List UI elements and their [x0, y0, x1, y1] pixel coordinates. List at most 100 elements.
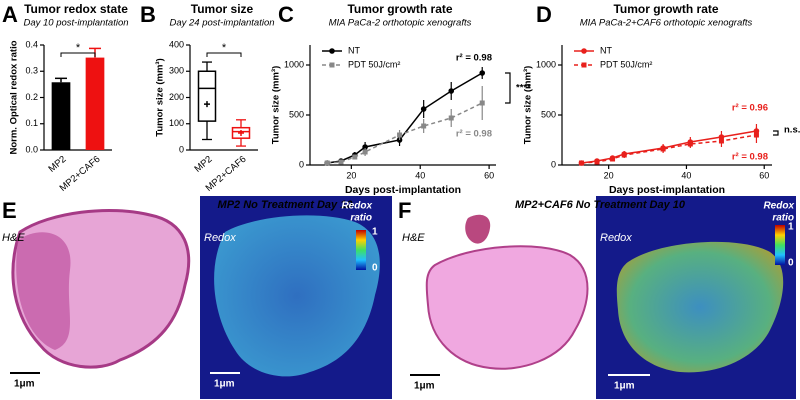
point [338, 159, 344, 165]
series-line [581, 134, 757, 164]
y-tick-label: 0.1 [25, 118, 38, 128]
point [687, 141, 693, 147]
chart-title: Tumor growth rate [613, 2, 718, 16]
mean-marker [238, 129, 244, 136]
colorbar-title: Redox [341, 201, 372, 212]
panel-letter: B [140, 2, 156, 27]
significance-bracket [60, 52, 96, 57]
point [479, 70, 486, 76]
y-tick-label: 500 [541, 109, 556, 119]
annotation: **** [516, 83, 531, 94]
he-tissue [425, 245, 589, 370]
y-tick-label: 0.4 [25, 39, 38, 49]
annotation: r² = 0.96 [732, 103, 768, 114]
bar [85, 57, 105, 150]
chart-subtitle: Day 24 post-implantation [169, 18, 274, 29]
colorbar-title: ratio [350, 213, 372, 224]
panel-letter: C [278, 2, 294, 27]
y-axis-label: Norm. Optical redox ratio [9, 40, 20, 154]
colorbar-title: ratio [772, 213, 794, 224]
chart-title: Tumor redox state [24, 2, 128, 16]
colorbar [356, 230, 366, 270]
panel-letter: D [536, 2, 552, 27]
scale-label: 1μm [14, 379, 35, 390]
y-tick-label: 0.3 [25, 66, 38, 76]
point [621, 152, 627, 158]
x-tick-label: 40 [415, 170, 425, 180]
scale-label: 1μm [414, 381, 435, 392]
point [594, 159, 600, 165]
point [479, 100, 485, 106]
y-axis-label: Tumor size (mm³) [271, 66, 282, 144]
redox-tissue [616, 241, 784, 373]
y-axis-label: Tumor size (mm³) [155, 58, 166, 136]
point [448, 88, 455, 94]
point [753, 132, 759, 138]
legend-label: NT [600, 45, 612, 55]
legend-label: PDT 50J/cm² [348, 59, 400, 69]
y-tick-label: 0 [551, 159, 556, 169]
redox-tissue [214, 215, 380, 377]
point [421, 123, 427, 129]
point [324, 160, 330, 166]
y-tick-label: 0 [179, 144, 184, 154]
comparison-bracket [505, 72, 511, 104]
point [718, 138, 724, 144]
stain-label: H&E [2, 232, 25, 244]
point [448, 115, 454, 121]
x-tick-label: MP2 [47, 154, 69, 175]
y-tick-label: 400 [169, 39, 184, 49]
point [352, 154, 358, 160]
y-tick-label: 500 [289, 109, 304, 119]
panel-f [410, 196, 796, 399]
y-tick-label: 1000 [284, 59, 304, 69]
stain-label: Redox [204, 232, 236, 244]
chart-subtitle: Day 10 post-implantation [23, 18, 128, 29]
scale-label: 1μm [214, 379, 235, 390]
box [231, 126, 251, 139]
legend-marker [581, 48, 587, 54]
panel-letter: E [2, 198, 17, 223]
x-tick-label: MP2 [193, 154, 215, 175]
image-title: MP2+CAF6 No Treatment Day 10 [515, 199, 686, 211]
colorbar-tick: 0 [372, 263, 378, 274]
y-tick-label: 300 [169, 66, 184, 76]
panel-e [10, 196, 392, 399]
y-tick-label: 1000 [536, 59, 556, 69]
colorbar-tick: 0 [788, 258, 794, 269]
y-tick-label: 200 [169, 92, 184, 102]
x-tick-label: 60 [484, 170, 494, 180]
stain-label: H&E [402, 232, 425, 244]
point [660, 146, 666, 152]
he-dense-region [16, 232, 71, 350]
legend-label: PDT 50J/cm² [600, 59, 652, 69]
x-axis-label: Days post-implantation [609, 184, 725, 196]
point [362, 149, 368, 155]
annotation: n.s. [784, 125, 800, 136]
scale-label: 1μm [614, 381, 635, 392]
point [397, 132, 403, 138]
point [610, 156, 616, 162]
point [420, 106, 427, 112]
bar [51, 82, 71, 150]
chart-title: Tumor growth rate [347, 2, 452, 16]
image-title: MP2 No Treatment Day 10 [218, 199, 354, 211]
series-line [327, 72, 483, 164]
panel-letter: F [398, 198, 411, 223]
he-fragment [465, 214, 491, 244]
x-tick-label: 20 [346, 170, 356, 180]
chart-subtitle: MIA PaCa-2 orthotopic xenografts [329, 18, 472, 29]
colorbar-tick: 1 [372, 227, 378, 238]
colorbar-tick: 1 [788, 222, 794, 233]
chart-subtitle: MIA PaCa-2+CAF6 orthotopic xenografts [580, 18, 753, 29]
y-tick-label: 100 [169, 118, 184, 128]
significance: * [222, 42, 227, 54]
point [362, 144, 368, 150]
annotation: r² = 0.98 [732, 152, 768, 163]
legend-marker [329, 62, 335, 68]
mean-marker [204, 101, 210, 108]
annotation: r² = 0.98 [456, 129, 492, 140]
y-tick-label: 0.0 [25, 144, 38, 154]
legend-marker [581, 62, 587, 68]
